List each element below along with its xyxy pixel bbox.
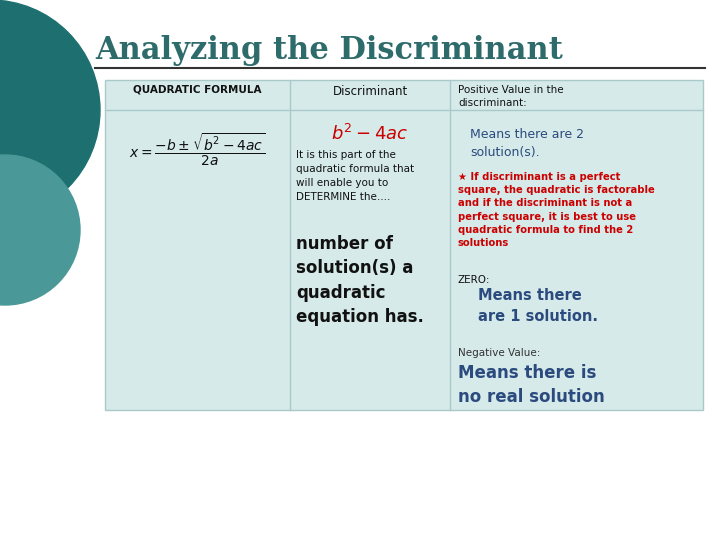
- Text: Discriminant: Discriminant: [333, 85, 408, 98]
- Circle shape: [0, 155, 80, 305]
- Text: $b^2 - 4ac$: $b^2 - 4ac$: [331, 124, 409, 144]
- Text: Negative Value:: Negative Value:: [458, 348, 541, 358]
- Text: number of
solution(s) a
quadratic
equation has.: number of solution(s) a quadratic equati…: [296, 235, 424, 326]
- Text: QUADRATIC FORMULA: QUADRATIC FORMULA: [133, 85, 262, 95]
- Circle shape: [0, 0, 100, 220]
- FancyBboxPatch shape: [105, 80, 703, 410]
- Text: Positive Value in the
discriminant:: Positive Value in the discriminant:: [458, 85, 564, 108]
- Text: $x = \dfrac{-b \pm \sqrt{b^2 - 4ac}}{2a}$: $x = \dfrac{-b \pm \sqrt{b^2 - 4ac}}{2a}…: [130, 132, 266, 168]
- Text: ZERO:: ZERO:: [458, 275, 490, 285]
- Text: ★ If discriminant is a perfect
square, the quadratic is factorable
and if the di: ★ If discriminant is a perfect square, t…: [458, 172, 654, 248]
- Text: Means there are 2
solution(s).: Means there are 2 solution(s).: [470, 128, 584, 159]
- Text: Means there
are 1 solution.: Means there are 1 solution.: [478, 288, 598, 324]
- Text: Analyzing the Discriminant: Analyzing the Discriminant: [95, 35, 563, 66]
- Text: Means there is
no real solution: Means there is no real solution: [458, 364, 605, 406]
- Text: It is this part of the
quadratic formula that
will enable you to
DETERMINE the..: It is this part of the quadratic formula…: [296, 150, 414, 202]
